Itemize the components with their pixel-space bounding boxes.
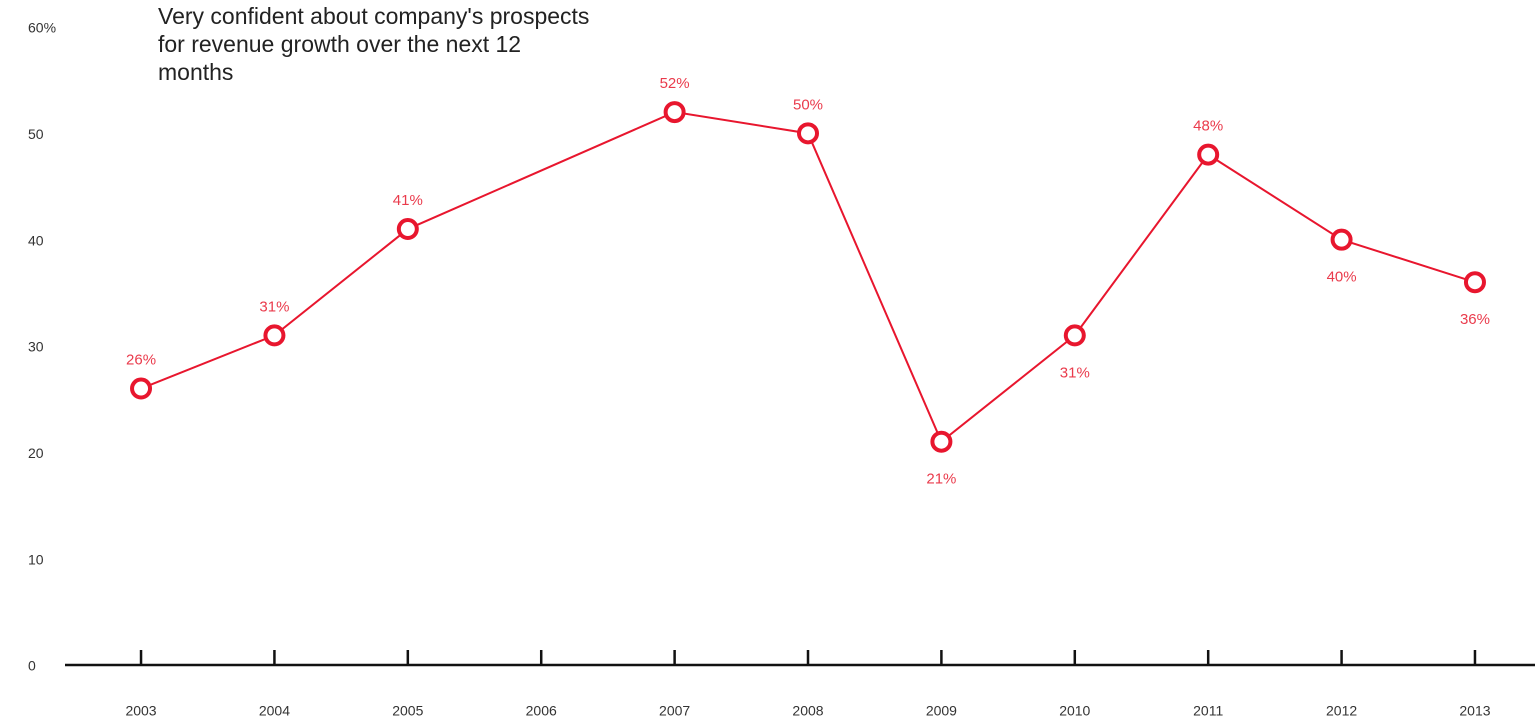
x-tick-label: 2005 <box>392 703 423 719</box>
x-tick-label: 2008 <box>792 703 823 719</box>
chart-title: Very confident about company's prospects… <box>158 3 590 85</box>
x-tick-label: 2013 <box>1459 703 1490 719</box>
line <box>140 111 1476 444</box>
point <box>396 218 419 241</box>
y-tick-label: 20 <box>28 445 44 461</box>
y-tick-label: 0 <box>28 658 36 674</box>
x-tick-label: 2012 <box>1326 703 1357 719</box>
point <box>263 324 286 347</box>
x-tick-label: 2006 <box>526 703 557 719</box>
y-tick-label: 60% <box>28 20 56 36</box>
y-tick-label: 10 <box>28 551 44 567</box>
point <box>930 430 953 453</box>
y-tick-label: 40 <box>28 232 44 248</box>
value-label: 36% <box>1460 311 1490 328</box>
y-tick-label: 30 <box>28 339 44 355</box>
point <box>1330 228 1353 251</box>
point <box>1463 271 1486 294</box>
point <box>797 122 820 145</box>
value-label: 21% <box>926 471 956 488</box>
point <box>1063 324 1086 347</box>
x-tick-label: 2009 <box>926 703 957 719</box>
x-tick-label: 2004 <box>259 703 290 719</box>
y-tick-label: 50 <box>28 126 44 142</box>
value-label: 52% <box>660 75 690 92</box>
value-label: 50% <box>793 96 823 113</box>
x-tick-label: 2011 <box>1193 703 1223 719</box>
value-label: 26% <box>126 352 156 369</box>
value-label: 41% <box>393 192 423 209</box>
point <box>130 377 153 400</box>
x-tick-label: 2007 <box>659 703 690 719</box>
value-label: 48% <box>1193 118 1223 135</box>
point <box>663 101 686 124</box>
value-label: 31% <box>259 298 289 315</box>
value-label: 31% <box>1060 364 1090 381</box>
point <box>1197 143 1220 166</box>
x-tick-label: 2010 <box>1059 703 1090 719</box>
x-tick-label: 2003 <box>125 703 156 719</box>
value-label: 40% <box>1327 269 1357 286</box>
